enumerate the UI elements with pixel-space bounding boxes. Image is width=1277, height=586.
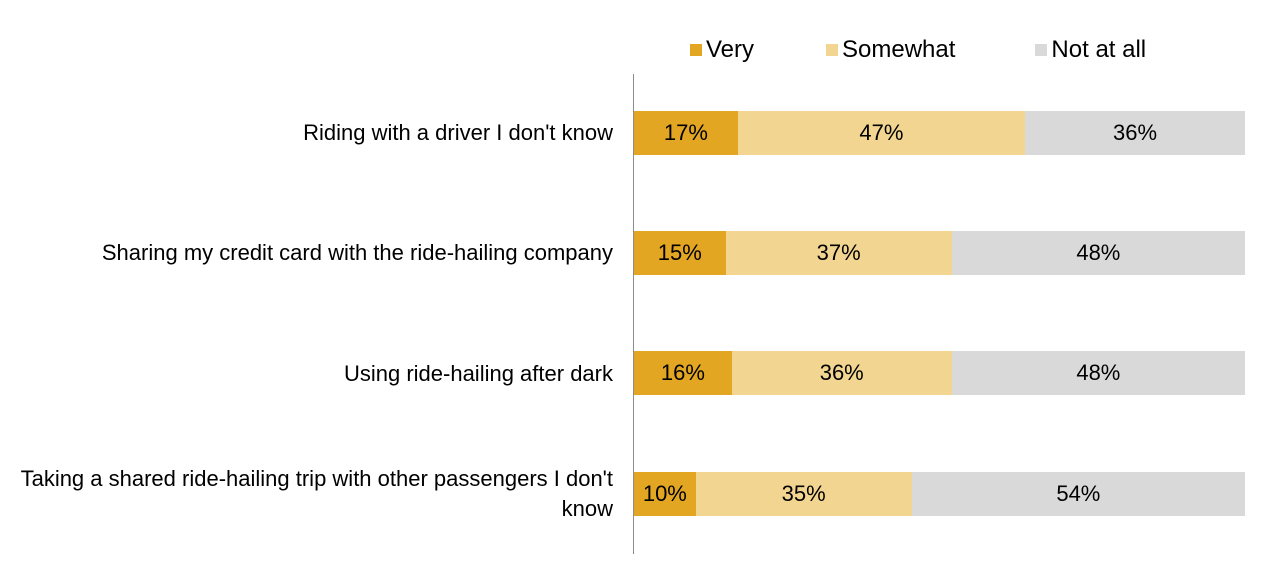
bar-segment-not-at-all-4: 54%	[911, 472, 1245, 516]
data-label-not-at-all-3: 48%	[1076, 360, 1121, 385]
bar-segment-very-3: 16%	[634, 351, 732, 395]
data-label-somewhat-4: 35%	[781, 481, 826, 506]
bar-segment-not-at-all-1: 36%	[1025, 111, 1245, 155]
data-label-somewhat-2: 37%	[816, 240, 861, 265]
bar-segment-somewhat-4: 35%	[695, 472, 912, 516]
legend-item-not-at-all: Not at all	[1035, 36, 1146, 64]
legend-label-very: Very	[706, 36, 755, 63]
category-label-shared-trip: Taking a shared ride-hailing trip with o…	[20, 466, 613, 521]
legend-item-somewhat: Somewhat	[826, 36, 955, 64]
data-label-not-at-all-4: 54%	[1056, 481, 1101, 506]
bar-segment-very-4: 10%	[634, 472, 696, 516]
legend-swatch-somewhat	[826, 44, 839, 56]
legend-item-very: Very	[690, 36, 754, 64]
category-label-driver: Riding with a driver I don't know	[303, 120, 613, 145]
data-label-very-4: 10%	[642, 481, 687, 506]
bar-segment-somewhat-3: 36%	[731, 351, 952, 395]
data-label-somewhat-1: 47%	[859, 120, 904, 145]
data-label-not-at-all-1: 36%	[1112, 120, 1158, 145]
legend: Very Somewhat Not at all	[690, 36, 1146, 64]
data-label-very-3: 16%	[660, 360, 705, 385]
data-label-not-at-all-2: 48%	[1076, 240, 1121, 265]
legend-label-somewhat: Somewhat	[842, 36, 956, 63]
legend-label-not-at-all: Not at all	[1051, 36, 1147, 63]
data-label-very-1: 17%	[663, 120, 708, 145]
bar-segment-not-at-all-3: 48%	[951, 351, 1245, 395]
bar-segment-very-2: 15%	[634, 231, 726, 275]
category-label-credit-card: Sharing my credit card with the ride-hai…	[101, 240, 613, 265]
bar-segment-somewhat-2: 37%	[725, 231, 952, 275]
category-axis-line	[633, 74, 634, 554]
category-label-after-dark: Using ride-hailing after dark	[343, 361, 613, 386]
legend-swatch-not-at-all	[1035, 44, 1048, 56]
legend-swatch-very	[690, 44, 702, 56]
bar-segment-very-1: 17%	[634, 111, 738, 155]
bar-segment-not-at-all-2: 48%	[951, 231, 1245, 275]
bar-segment-somewhat-1: 47%	[737, 111, 1026, 155]
data-label-very-2: 15%	[657, 240, 702, 265]
data-label-somewhat-3: 36%	[819, 360, 864, 385]
